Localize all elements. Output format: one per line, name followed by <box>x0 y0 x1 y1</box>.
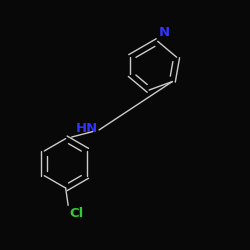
Text: N: N <box>159 26 170 39</box>
Text: Cl: Cl <box>69 206 83 220</box>
Text: HN: HN <box>76 122 98 135</box>
